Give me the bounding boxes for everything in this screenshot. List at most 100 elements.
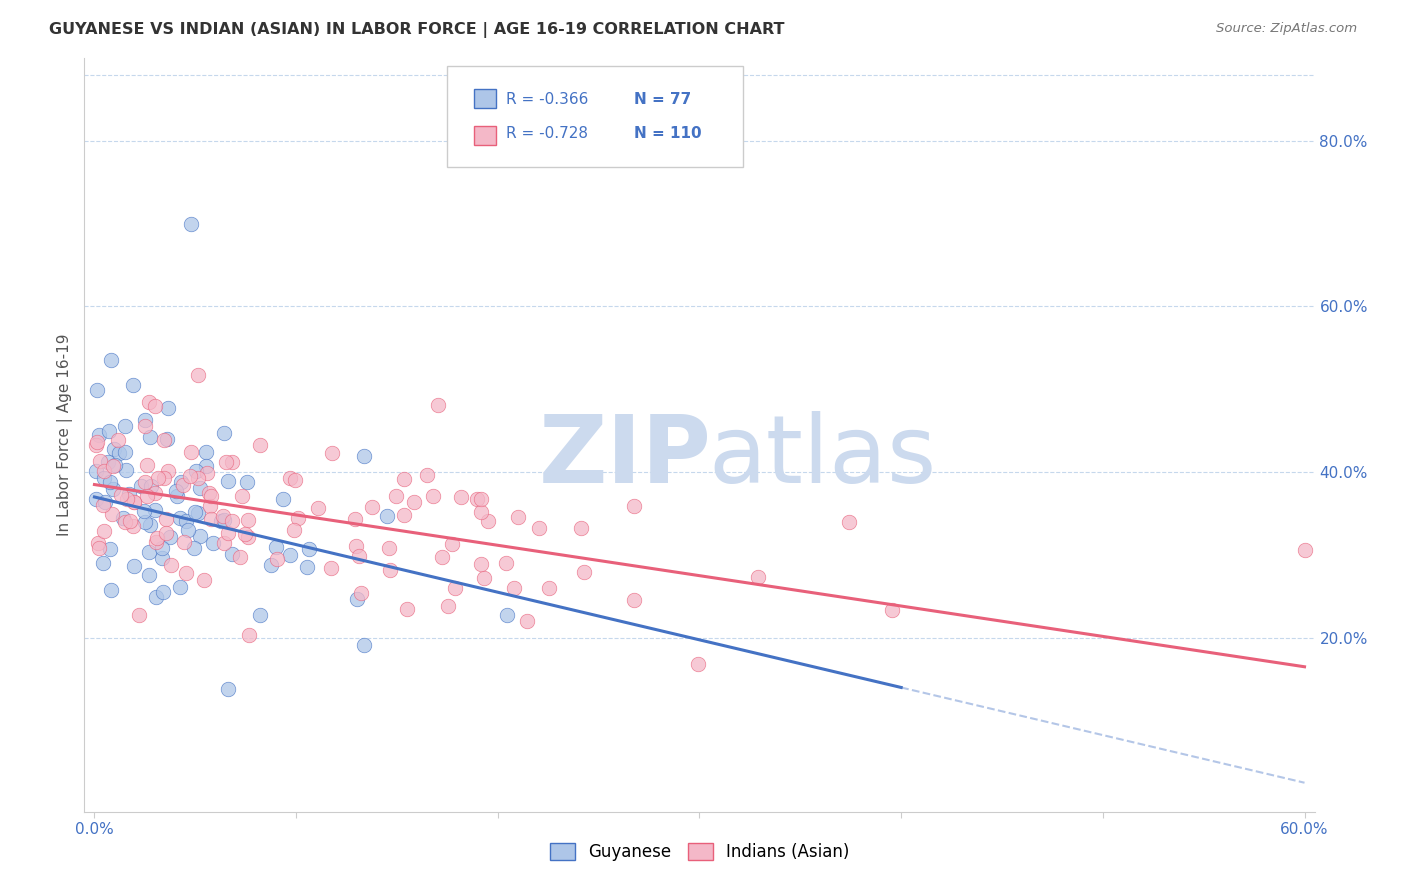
Point bbox=[139, 517, 162, 532]
Text: R = -0.728: R = -0.728 bbox=[506, 126, 588, 141]
Point bbox=[477, 514, 499, 528]
Point bbox=[91, 498, 114, 512]
Point bbox=[114, 445, 136, 459]
Point bbox=[194, 458, 217, 473]
Point bbox=[221, 514, 243, 528]
Point bbox=[115, 463, 138, 477]
Point bbox=[160, 558, 183, 573]
Point bbox=[100, 582, 122, 597]
Point bbox=[238, 628, 260, 642]
Point bbox=[87, 428, 110, 442]
Point bbox=[101, 507, 124, 521]
Point bbox=[89, 454, 111, 468]
Point bbox=[169, 580, 191, 594]
Point bbox=[344, 512, 367, 526]
Point bbox=[172, 477, 194, 491]
Point bbox=[98, 475, 121, 490]
Point bbox=[97, 455, 120, 469]
Point bbox=[198, 500, 221, 514]
Point bbox=[470, 491, 492, 506]
Point bbox=[260, 558, 283, 573]
Point bbox=[180, 217, 202, 231]
Point bbox=[688, 657, 710, 671]
Point bbox=[188, 529, 211, 543]
Point bbox=[166, 489, 188, 503]
Point bbox=[107, 433, 129, 447]
Point bbox=[212, 425, 235, 440]
Point bbox=[527, 521, 550, 535]
Text: atlas: atlas bbox=[709, 411, 936, 503]
Point bbox=[537, 581, 560, 595]
Point bbox=[87, 536, 110, 550]
Point bbox=[103, 442, 125, 456]
FancyBboxPatch shape bbox=[447, 65, 742, 168]
Point bbox=[574, 566, 596, 580]
Point bbox=[93, 470, 115, 484]
Point bbox=[94, 495, 117, 509]
Point bbox=[214, 513, 236, 527]
Point bbox=[193, 574, 215, 588]
Point bbox=[143, 399, 166, 413]
Point bbox=[838, 515, 860, 529]
Point bbox=[183, 541, 205, 555]
Point bbox=[346, 592, 368, 607]
Point bbox=[283, 523, 305, 537]
Point bbox=[295, 559, 318, 574]
Legend: Guyanese, Indians (Asian): Guyanese, Indians (Asian) bbox=[543, 836, 856, 867]
Text: Source: ZipAtlas.com: Source: ZipAtlas.com bbox=[1216, 22, 1357, 36]
Point bbox=[271, 491, 294, 506]
Point bbox=[128, 607, 150, 622]
Point bbox=[297, 542, 319, 557]
Point bbox=[157, 464, 180, 478]
Point bbox=[114, 515, 136, 529]
Point bbox=[201, 536, 224, 550]
Point bbox=[146, 531, 169, 545]
Point bbox=[86, 383, 108, 397]
Point bbox=[450, 491, 472, 505]
Point bbox=[200, 512, 222, 526]
Point bbox=[747, 570, 769, 584]
Point bbox=[143, 486, 166, 500]
Point bbox=[174, 566, 197, 581]
Point bbox=[353, 449, 375, 463]
Point bbox=[98, 424, 121, 438]
Point bbox=[177, 523, 200, 537]
Point bbox=[134, 515, 156, 529]
Point bbox=[278, 471, 301, 485]
Point bbox=[470, 557, 492, 571]
Point bbox=[221, 455, 243, 469]
Point bbox=[136, 458, 159, 472]
Point bbox=[516, 615, 538, 629]
Point bbox=[86, 491, 108, 506]
Point bbox=[392, 472, 415, 486]
Point bbox=[184, 505, 207, 519]
Point bbox=[470, 504, 492, 518]
Point bbox=[187, 471, 209, 485]
Point bbox=[150, 541, 173, 555]
Point bbox=[129, 478, 152, 492]
Point bbox=[287, 511, 309, 525]
Point bbox=[145, 534, 167, 549]
Point bbox=[209, 514, 232, 528]
Point bbox=[228, 550, 250, 565]
Point bbox=[122, 558, 145, 573]
Point bbox=[93, 464, 115, 478]
Point bbox=[118, 514, 141, 528]
Point bbox=[138, 568, 160, 582]
Text: N = 110: N = 110 bbox=[634, 126, 702, 141]
Point bbox=[444, 581, 467, 595]
Point bbox=[422, 489, 444, 503]
Point bbox=[231, 489, 253, 503]
Point bbox=[284, 473, 307, 487]
Point bbox=[503, 581, 526, 595]
Point bbox=[138, 545, 160, 559]
Point bbox=[218, 682, 240, 697]
Point bbox=[165, 483, 187, 498]
Point bbox=[138, 430, 160, 444]
Point bbox=[392, 508, 415, 522]
Point bbox=[217, 526, 239, 541]
Point bbox=[186, 464, 208, 478]
Point bbox=[266, 552, 288, 566]
Point bbox=[353, 638, 375, 652]
Point bbox=[416, 467, 439, 482]
